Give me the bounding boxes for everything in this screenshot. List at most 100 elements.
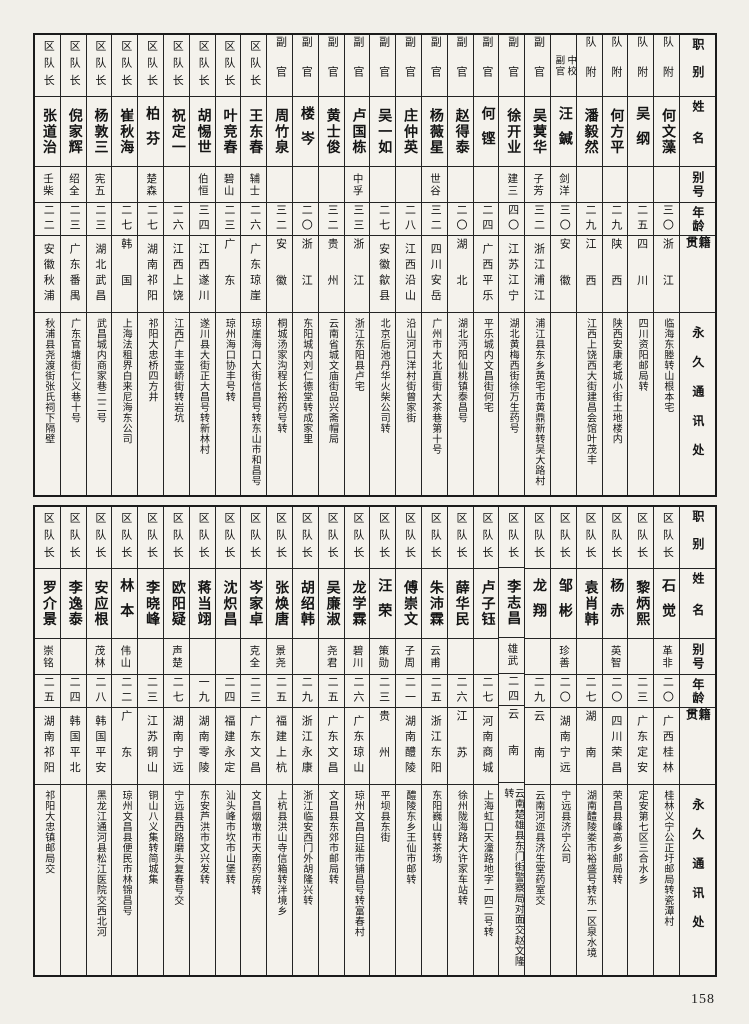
person-column: 区队长 傅崇文 子周 二一 湖南醴陵 醴陵东乡王仙市邮转 xyxy=(396,507,423,975)
origin-cell: 贵州 xyxy=(370,708,396,785)
age-text: 二八 xyxy=(403,204,416,234)
page-number: 158 xyxy=(691,992,715,1007)
alias-cell: 雄武 xyxy=(499,638,525,674)
position-cell: 副官 xyxy=(318,35,344,97)
age-cell: 二〇 xyxy=(551,675,576,708)
age-text: 二三 xyxy=(377,676,390,706)
person-name: 黄士俊 xyxy=(324,107,340,156)
origin-text: 广西桂林 xyxy=(661,715,674,777)
header-label-position: 职别 xyxy=(690,37,705,94)
name-cell: 何铿 xyxy=(473,97,499,167)
address-cell: 琼崖海口大街信昌号转东山市和昌号 xyxy=(241,313,266,495)
origin-text: 湖南宁远 xyxy=(171,715,184,777)
position-label: 副官 xyxy=(532,35,545,96)
person-column: 区队长 杨赤 英智 二〇 四川荣昌 荣昌县峰高乡邮局转 xyxy=(602,507,629,975)
alias-cell: 宪五 xyxy=(86,167,112,203)
origin-text: 广东番禺 xyxy=(68,243,81,305)
position-label: 区队长 xyxy=(222,511,235,564)
position-cell: 区队长 xyxy=(215,35,241,97)
age-text: 二七 xyxy=(145,204,158,234)
age-cell: 二九 xyxy=(293,675,318,708)
address-cell: 陕西安康老城小街土地楼内 xyxy=(603,313,628,495)
alias-cell: 策勋 xyxy=(370,639,396,675)
alias-text: 剑洋 xyxy=(557,172,569,197)
header-cell-position: 职别 xyxy=(680,507,715,569)
age-cell: 二二 xyxy=(112,675,138,708)
name-cell: 胡惕世 xyxy=(189,97,215,167)
origin-text: 广东 xyxy=(222,237,235,311)
origin-text: 四川荣昌 xyxy=(609,715,622,777)
origin-cell: 四川安岳 xyxy=(422,236,447,313)
age-cell: 二四 xyxy=(473,203,499,236)
age-text: 二八 xyxy=(93,676,106,706)
position-cell: 区队长 xyxy=(112,35,138,97)
address-text: 湖南醴陵娄市裕盛号转东一区泉水境 xyxy=(584,790,596,958)
origin-cell: 韩国平安 xyxy=(86,708,112,785)
origin-cell: 广西桂林 xyxy=(654,708,679,785)
position-cell: 区队长 xyxy=(422,507,447,569)
alias-text: 伟山 xyxy=(119,644,131,669)
origin-cell: 江西 xyxy=(576,236,602,313)
position-cell: 副官 xyxy=(370,35,396,97)
name-cell: 何文藻 xyxy=(654,97,679,167)
person-name: 何方平 xyxy=(608,107,624,156)
age-cell: 二〇 xyxy=(293,203,318,236)
person-name: 石觉 xyxy=(660,578,676,629)
person-column: 中校 副官 汪鍼 剑洋 三〇 安徽 xyxy=(551,35,577,495)
alias-cell: 剑洋 xyxy=(551,167,576,203)
address-text: 湖北黄梅西街徐万生药号 xyxy=(507,318,519,434)
origin-text: 江西上饶 xyxy=(171,243,184,305)
position-cell: 区队长 xyxy=(35,507,60,569)
person-column: 区队长 胡绍韩 二九 浙江永康 浙江临安西门外胡隆兴转 xyxy=(293,507,319,975)
address-text: 荣昌县峰高乡邮局转 xyxy=(610,790,622,885)
age-cell: 二三 xyxy=(138,675,164,708)
age-text: 二四 xyxy=(222,676,235,706)
name-cell: 龙学霖 xyxy=(344,569,370,639)
age-text: 二七 xyxy=(377,204,390,234)
alias-cell: 伟山 xyxy=(112,639,138,675)
row-header-column: 职别 姓名 别号 年龄 籍贯 永久通讯处 xyxy=(680,35,715,495)
address-cell: 汕头峰市坎市山堡转 xyxy=(216,785,241,975)
age-text: 二〇 xyxy=(300,204,313,234)
person-name: 吴一如 xyxy=(376,107,392,156)
origin-cell: 广东文昌 xyxy=(318,708,344,785)
alias-cell: 尧君 xyxy=(318,639,344,675)
person-column: 区队长 李晓峰 二三 江苏铜山 铜山八义集转简城集 xyxy=(138,507,165,975)
name-cell: 徐开业 xyxy=(499,97,525,167)
person-column: 副官 吴一如 二七 安徽歙县 北京后池丹华火柴公司转 xyxy=(370,35,397,495)
origin-text: 福建上杭 xyxy=(274,715,287,777)
header-label-address: 永久通讯处 xyxy=(690,798,705,945)
header-label-name: 姓名 xyxy=(690,572,705,635)
origin-text: 广东定安 xyxy=(635,715,648,777)
address-cell: 上杭县洪山寺信箱转泮境乡 xyxy=(267,785,292,975)
name-cell: 黄士俊 xyxy=(318,97,344,167)
origin-cell: 安徽 xyxy=(551,236,576,313)
alias-cell xyxy=(473,639,499,675)
alias-cell xyxy=(293,167,318,203)
header-label-alias: 别号 xyxy=(690,642,705,671)
name-cell: 张道治 xyxy=(35,97,60,167)
person-column: 区队长 吴廉淑 尧君 二五 广东文昌 文昌县东郊市邮局转 xyxy=(318,507,345,975)
position-cell: 区队长 xyxy=(164,507,189,569)
origin-cell: 福建上杭 xyxy=(267,708,293,785)
address-cell: 宁远县济宁公司 xyxy=(551,785,576,975)
address-cell: 东阳巍山转茶场 xyxy=(422,785,447,975)
alias-cell xyxy=(628,167,654,203)
origin-cell: 四川 xyxy=(628,236,654,313)
person-column: 区队长 黎炳熙 二三 广东定安 定安第七区三合水乡 xyxy=(628,507,655,975)
position-cell: 队附 xyxy=(628,35,654,97)
origin-cell: 湖南祁阳 xyxy=(138,236,164,313)
position-label: 副官 xyxy=(377,35,390,96)
person-column: 区队长 张道治 壬柴 二二 安徽秋浦 秋浦县尧渡街张氏祠下隔壁 xyxy=(35,35,61,495)
position-label: 队附 xyxy=(661,35,674,96)
name-cell: 傅崇文 xyxy=(396,569,422,639)
person-name: 李逸泰 xyxy=(66,579,82,628)
origin-cell: 湖北 xyxy=(447,236,473,313)
person-name: 胡绍韩 xyxy=(298,579,314,628)
name-cell: 袁肖韩 xyxy=(576,569,602,639)
position-cell: 区队长 xyxy=(267,507,293,569)
person-column: 区队长 倪家辉 绍全 二三 广东番禺 广东官塘街仁义巷十号 xyxy=(60,35,87,495)
header-cell-origin: 籍贯 xyxy=(680,708,715,785)
position-cell: 区队长 xyxy=(35,35,60,97)
